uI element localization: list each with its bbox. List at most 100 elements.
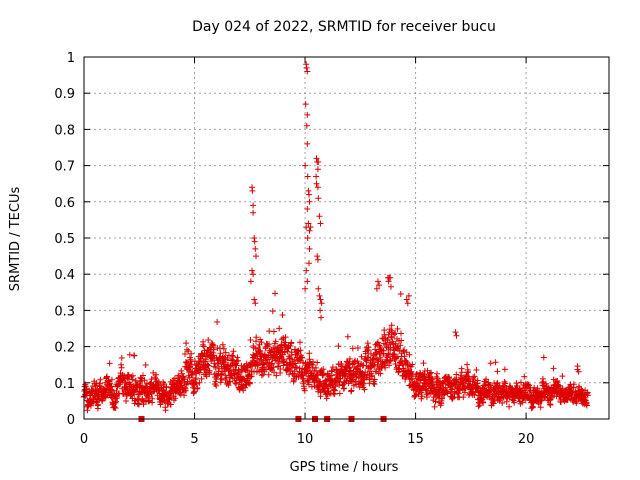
data-point	[392, 361, 399, 367]
data-point	[303, 122, 310, 129]
data-point	[258, 372, 265, 379]
data-point	[537, 404, 544, 411]
data-point	[304, 206, 311, 212]
y-tick-label: 0.6	[54, 196, 75, 211]
x-tick-label: 0	[80, 432, 88, 447]
data-point	[387, 274, 394, 281]
data-point	[234, 354, 241, 361]
data-point	[449, 395, 456, 402]
data-point	[354, 358, 361, 365]
data-point	[431, 403, 438, 410]
chart-title: Day 024 of 2022, SRMTID for receiver buc…	[192, 19, 496, 35]
axis-ticks: 00.10.20.30.40.50.60.70.80.910 5 10 15 20	[54, 51, 609, 447]
data-point	[492, 359, 499, 366]
data-point	[303, 267, 310, 274]
data-point	[140, 372, 146, 379]
data-point	[196, 379, 203, 386]
data-point	[444, 390, 451, 397]
data-point	[273, 372, 280, 379]
data-point	[369, 372, 375, 379]
data-point	[329, 364, 336, 371]
data-point	[320, 366, 327, 373]
data-point	[178, 370, 185, 377]
data-point	[304, 140, 311, 147]
data-point	[182, 387, 189, 394]
data-point	[247, 380, 253, 387]
data-point	[306, 191, 312, 198]
data-point	[499, 400, 506, 406]
data-point	[149, 395, 156, 402]
data-point	[317, 378, 324, 385]
data-point	[377, 370, 384, 377]
data-point	[458, 369, 465, 376]
data-point	[317, 296, 324, 303]
y-tick-label: 0	[67, 413, 75, 428]
data-point	[361, 386, 368, 393]
data-point	[260, 371, 267, 378]
data-point	[106, 360, 113, 367]
data-point	[251, 296, 258, 303]
data-point	[302, 162, 309, 169]
data-point	[409, 361, 416, 368]
data-point	[344, 333, 351, 340]
data-point	[215, 360, 222, 367]
data-point	[131, 352, 138, 359]
data-point	[506, 403, 513, 410]
data-point	[388, 322, 395, 329]
data-point	[302, 285, 309, 292]
data-point	[452, 329, 459, 336]
data-point	[376, 282, 383, 289]
data-point	[385, 278, 392, 285]
data-point	[335, 343, 342, 350]
data-point	[306, 350, 313, 357]
data-point	[314, 184, 321, 191]
data-point	[250, 209, 257, 216]
data-point	[354, 345, 361, 351]
data-point	[397, 291, 404, 297]
data-point	[419, 393, 425, 400]
data-point	[181, 384, 188, 391]
data-point	[400, 348, 407, 355]
data-point	[167, 401, 174, 408]
data-point	[250, 271, 257, 278]
data-point	[317, 220, 324, 227]
data-point	[253, 334, 260, 341]
data-point	[453, 376, 460, 383]
data-point	[112, 405, 119, 411]
data-point	[570, 381, 577, 388]
data-point	[371, 376, 378, 383]
data-point	[384, 354, 391, 361]
data-point	[236, 386, 243, 393]
data-point	[362, 350, 369, 357]
data-point	[153, 371, 160, 378]
data-point	[540, 354, 547, 361]
data-point	[348, 387, 355, 394]
data-point	[84, 407, 91, 414]
data-point	[183, 340, 190, 347]
data-point	[181, 392, 188, 399]
data-point	[182, 351, 188, 357]
data-point	[306, 227, 313, 234]
data-point	[213, 382, 220, 389]
data-point	[490, 400, 497, 407]
data-point	[503, 398, 510, 405]
data-point	[519, 399, 526, 406]
y-tick-label: 0.1	[54, 377, 75, 392]
data-point	[316, 213, 323, 220]
x-tick-label: 15	[407, 432, 424, 447]
data-point	[313, 173, 320, 180]
data-point	[193, 370, 200, 377]
data-point	[118, 364, 125, 371]
data-point	[108, 383, 115, 390]
data-point	[251, 238, 258, 245]
data-point	[166, 394, 173, 401]
data-point	[162, 407, 169, 414]
data-point	[265, 371, 272, 378]
data-points	[81, 61, 591, 414]
data-point	[584, 392, 591, 399]
data-point	[270, 328, 277, 335]
y-tick-label: 0.8	[54, 123, 75, 138]
data-point	[217, 379, 224, 386]
data-point	[583, 402, 590, 409]
